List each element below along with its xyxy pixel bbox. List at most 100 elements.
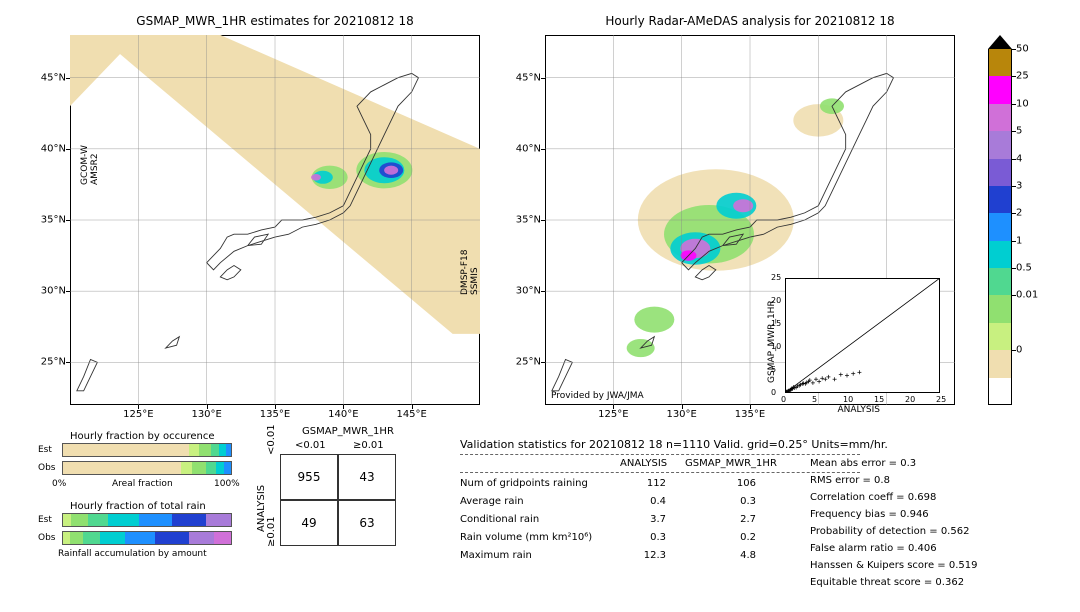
colorbar-tick-mark xyxy=(1012,186,1016,187)
stats-colhead: GSMAP_MWR_1HR xyxy=(685,458,777,469)
right-map-title: Hourly Radar-AMeDAS analysis for 2021081… xyxy=(545,14,955,28)
totalrain-seg xyxy=(83,532,100,544)
occurrence-title: Hourly fraction by occurence xyxy=(70,431,214,442)
colorbar-seg xyxy=(988,49,1012,76)
totalrain-seg xyxy=(88,514,108,526)
colorbar-tick: 50 xyxy=(1016,44,1029,55)
xtick-mark xyxy=(750,405,751,409)
colorbar-seg xyxy=(988,378,1012,405)
totalrain-row-label: Obs xyxy=(38,531,62,545)
ytick: 30°N xyxy=(507,286,541,297)
occurrence-seg xyxy=(63,462,181,474)
stats-val-gsmap: 106 xyxy=(710,478,756,489)
ytick: 45°N xyxy=(32,72,66,83)
colorbar-tick: 3 xyxy=(1016,180,1022,191)
contingency-col: <0.01 xyxy=(295,440,326,451)
colorbar-seg xyxy=(988,104,1012,131)
occurrence-axis: 100% xyxy=(214,479,240,489)
colorbar-seg xyxy=(988,76,1012,103)
xtick: 130°E xyxy=(191,409,221,420)
colorbar-seg xyxy=(988,268,1012,295)
stats-separator xyxy=(460,454,860,455)
stats-title: Validation statistics for 20210812 18 n=… xyxy=(460,438,888,451)
colorbar-tick: 1 xyxy=(1016,235,1022,246)
left-map-canvas xyxy=(70,35,480,405)
colorbar-tick-mark xyxy=(1012,241,1016,242)
contingency-row: ≥0.01 xyxy=(266,516,277,547)
stats-val-gsmap: 2.7 xyxy=(710,514,756,525)
stats-val-analysis: 12.3 xyxy=(620,550,666,561)
ytick: 45°N xyxy=(507,72,541,83)
scatter-xtick: 5 xyxy=(812,395,817,404)
colorbar-seg xyxy=(988,323,1012,350)
ytick: 40°N xyxy=(32,143,66,154)
stats-colhead: ANALYSIS xyxy=(620,458,667,469)
stats-val-gsmap: 0.3 xyxy=(710,496,756,507)
stats-metric: False alarm ratio = 0.406 xyxy=(810,543,937,554)
sensor-label: GCOM-W xyxy=(80,145,90,185)
ytick: 40°N xyxy=(507,143,541,154)
stats-val-gsmap: 4.8 xyxy=(710,550,756,561)
stats-val-analysis: 0.3 xyxy=(620,532,666,543)
colorbar-seg xyxy=(988,350,1012,377)
xtick: 135°E xyxy=(260,409,290,420)
scatter-xtick: 10 xyxy=(843,395,853,404)
xtick: 125°E xyxy=(123,409,153,420)
occurrence-row xyxy=(62,443,232,457)
colorbar-tick: 2 xyxy=(1016,208,1022,219)
xtick-mark xyxy=(207,405,208,409)
sensor-label: SSMIS xyxy=(470,267,480,295)
xtick-mark xyxy=(138,405,139,409)
colorbar-seg xyxy=(988,131,1012,158)
occurrence-row xyxy=(62,461,232,475)
totalrain-row xyxy=(62,531,232,545)
stats-metric: Frequency bias = 0.946 xyxy=(810,509,929,520)
stats-metric: Mean abs error = 0.3 xyxy=(810,458,916,469)
colorbar-seg xyxy=(988,295,1012,322)
contingency-cell: 49 xyxy=(280,500,338,546)
totalrain-caption: Rainfall accumulation by amount xyxy=(58,549,207,559)
totalrain-seg xyxy=(108,514,138,526)
contingency-row: <0.01 xyxy=(266,424,277,455)
colorbar-seg xyxy=(988,186,1012,213)
stats-row-label: Conditional rain xyxy=(460,514,539,525)
contingency-cell: 955 xyxy=(280,454,338,500)
scatter-xtick: 0 xyxy=(781,395,786,404)
stats-row-label: Average rain xyxy=(460,496,524,507)
colorbar-seg xyxy=(988,159,1012,186)
occurrence-row-label: Obs xyxy=(38,461,62,475)
stats-row-label: Rain volume (mm km²10⁶) xyxy=(460,532,592,543)
occurrence-seg xyxy=(199,444,211,456)
ytick: 35°N xyxy=(507,215,541,226)
stats-metric: RMS error = 0.8 xyxy=(810,475,890,486)
attribution: Provided by JWA/JMA xyxy=(551,391,644,401)
xtick-mark xyxy=(412,405,413,409)
stats-row-label: Maximum rain xyxy=(460,550,532,561)
xtick: 140°E xyxy=(328,409,358,420)
colorbar-tick-mark xyxy=(1012,268,1016,269)
colorbar-seg xyxy=(988,213,1012,240)
stats-separator xyxy=(460,472,860,473)
contingency-title: GSMAP_MWR_1HR xyxy=(302,426,394,437)
occurrence-seg xyxy=(211,444,219,456)
scatter-xtick: 15 xyxy=(874,395,884,404)
ytick: 25°N xyxy=(507,357,541,368)
colorbar-tick: 25 xyxy=(1016,71,1029,82)
scatter-xtick: 20 xyxy=(905,395,915,404)
totalrain-title: Hourly fraction of total rain xyxy=(70,501,206,512)
totalrain-seg xyxy=(100,532,125,544)
totalrain-seg xyxy=(206,514,231,526)
occurrence-axis: Areal fraction xyxy=(112,479,173,489)
xtick: 125°E xyxy=(598,409,628,420)
stats-metric: Equitable threat score = 0.362 xyxy=(810,577,964,588)
colorbar-tick: 0 xyxy=(1016,345,1022,356)
colorbar-tick: 10 xyxy=(1016,98,1029,109)
occurrence-seg xyxy=(192,462,205,474)
colorbar-tick-mark xyxy=(1012,76,1016,77)
scatter-xtick: 25 xyxy=(936,395,946,404)
ytick: 25°N xyxy=(32,357,66,368)
occurrence-seg xyxy=(181,462,193,474)
occurrence-seg xyxy=(216,462,224,474)
xtick: 130°E xyxy=(666,409,696,420)
xtick-mark xyxy=(343,405,344,409)
